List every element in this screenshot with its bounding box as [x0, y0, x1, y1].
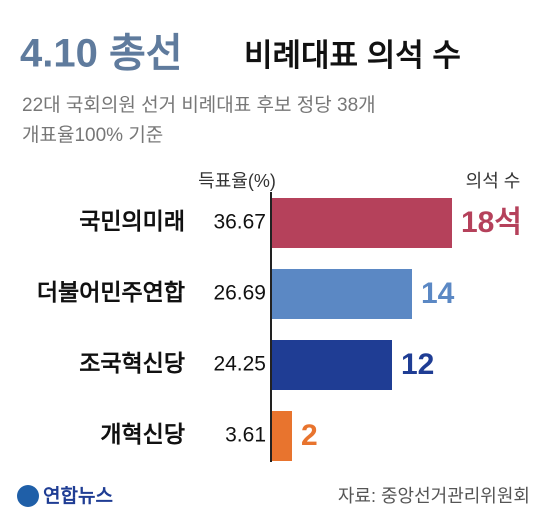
logo-text: 연합뉴스: [43, 485, 113, 507]
column-header: 의석 수: [466, 171, 521, 191]
source: 자료: 중앙선거관리위원회: [338, 486, 530, 506]
subtitle: 개표율100% 기준: [22, 124, 163, 146]
value-label: 14: [421, 277, 455, 310]
category-label: 더불어민주연합: [37, 279, 185, 305]
bar: [272, 198, 452, 248]
column-header: 득표율(%): [198, 171, 276, 191]
category-label: 조국혁신당: [79, 350, 185, 376]
bar: [272, 411, 292, 461]
title: 비례대표 의석 수: [244, 38, 461, 73]
category-label: 국민의미래: [79, 208, 185, 234]
category-label: 개혁신당: [100, 421, 185, 447]
bar: [272, 340, 392, 390]
logo-icon: [17, 485, 39, 507]
vote-share: 24.25: [213, 353, 266, 376]
value-label: 12: [401, 348, 434, 381]
bar: [272, 269, 412, 319]
value-label: 18석: [461, 206, 522, 239]
vote-share: 3.61: [225, 424, 266, 447]
subtitle: 22대 국회의원 선거 비례대표 후보 정당 38개: [22, 94, 376, 116]
value-label: 2: [301, 419, 318, 452]
vote-share: 36.67: [213, 211, 266, 234]
title-highlight: 4.10 총선: [20, 32, 183, 76]
vote-share: 26.69: [213, 282, 266, 305]
logo: 연합뉴스: [17, 485, 113, 507]
